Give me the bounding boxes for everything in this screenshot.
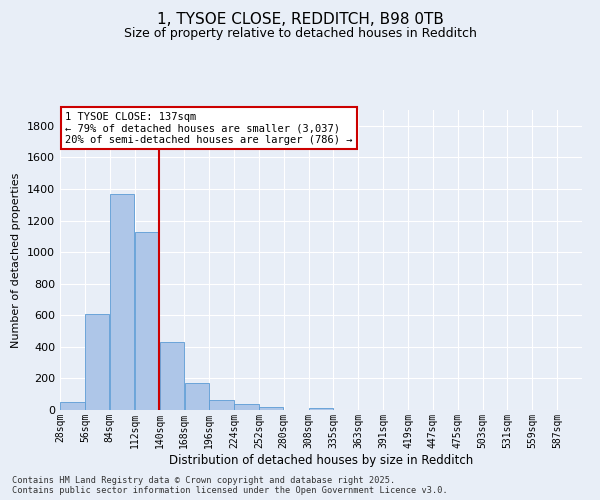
- Bar: [234, 404, 259, 410]
- Bar: [110, 194, 134, 410]
- Text: Size of property relative to detached houses in Redditch: Size of property relative to detached ho…: [124, 28, 476, 40]
- Bar: [85, 314, 109, 410]
- Bar: [309, 408, 333, 410]
- Y-axis label: Number of detached properties: Number of detached properties: [11, 172, 22, 348]
- Text: 1, TYSOE CLOSE, REDDITCH, B98 0TB: 1, TYSOE CLOSE, REDDITCH, B98 0TB: [157, 12, 443, 28]
- Bar: [259, 407, 283, 410]
- Bar: [185, 383, 209, 410]
- Bar: [209, 400, 234, 410]
- X-axis label: Distribution of detached houses by size in Redditch: Distribution of detached houses by size …: [169, 454, 473, 466]
- Bar: [60, 402, 85, 410]
- Text: Contains HM Land Registry data © Crown copyright and database right 2025.
Contai: Contains HM Land Registry data © Crown c…: [12, 476, 448, 495]
- Bar: [135, 232, 159, 410]
- Text: 1 TYSOE CLOSE: 137sqm
← 79% of detached houses are smaller (3,037)
20% of semi-d: 1 TYSOE CLOSE: 137sqm ← 79% of detached …: [65, 112, 353, 144]
- Bar: [160, 342, 184, 410]
